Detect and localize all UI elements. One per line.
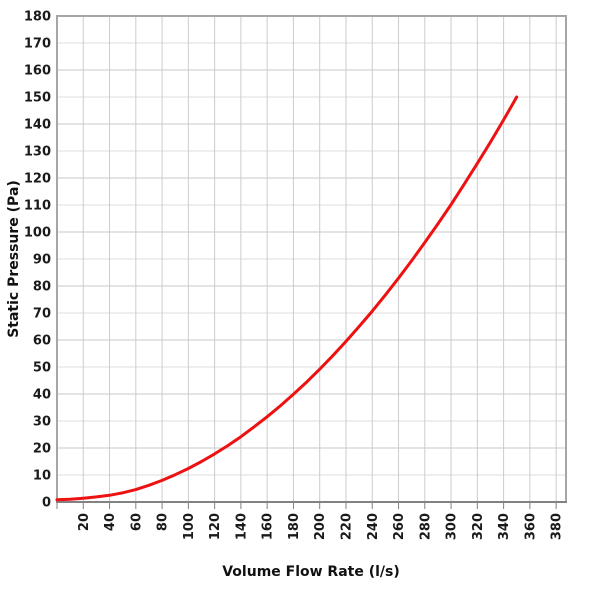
x-tick-label: 20 bbox=[77, 513, 92, 531]
x-tick-label: 160 bbox=[261, 513, 276, 540]
y-tick-label: 120 bbox=[24, 172, 51, 187]
y-tick-label: 50 bbox=[33, 361, 51, 376]
x-tick-label: 320 bbox=[471, 513, 486, 540]
y-tick-label: 10 bbox=[33, 469, 51, 484]
y-tick-label: 80 bbox=[33, 280, 51, 295]
y-tick-label: 90 bbox=[33, 253, 51, 268]
plot-frame bbox=[56, 15, 567, 503]
x-tick-label: 360 bbox=[523, 513, 538, 540]
y-tick-label: 40 bbox=[33, 388, 51, 403]
gridlines bbox=[57, 16, 566, 502]
y-tick-label: 30 bbox=[33, 415, 51, 430]
y-tick-label: 180 bbox=[24, 10, 51, 25]
x-tick-label: 60 bbox=[129, 513, 144, 531]
x-axis-title: Volume Flow Rate (l/s) bbox=[222, 564, 400, 580]
x-tick-label: 340 bbox=[497, 513, 512, 540]
axis-ticks bbox=[56, 503, 557, 509]
x-tick-label: 280 bbox=[418, 513, 433, 540]
y-tick-label: 100 bbox=[24, 226, 51, 241]
y-tick-label: 140 bbox=[24, 118, 51, 133]
y-tick-label: 110 bbox=[24, 199, 51, 214]
y-tick-label: 20 bbox=[33, 442, 51, 457]
x-tick-label: 260 bbox=[392, 513, 407, 540]
x-tick-label: 180 bbox=[287, 513, 302, 540]
y-axis-title: Static Pressure (Pa) bbox=[6, 180, 22, 338]
fan-curve-line bbox=[55, 95, 519, 502]
series bbox=[55, 95, 519, 502]
x-tick-label: 100 bbox=[182, 513, 197, 540]
y-tick-label: 130 bbox=[24, 145, 51, 160]
x-tick-label: 240 bbox=[366, 513, 381, 540]
y-tick-label: 0 bbox=[42, 496, 51, 511]
x-tick-label: 40 bbox=[103, 513, 118, 531]
x-tick-label: 380 bbox=[550, 513, 565, 540]
x-tick-label: 300 bbox=[445, 513, 460, 540]
x-tick-label: 120 bbox=[208, 513, 223, 540]
x-tick-label: 220 bbox=[339, 513, 354, 540]
y-tick-label: 170 bbox=[24, 37, 51, 52]
x-tick-label: 80 bbox=[156, 513, 171, 531]
x-tick-label: 140 bbox=[234, 513, 249, 540]
x-tick-label: 200 bbox=[313, 513, 328, 540]
y-tick-label: 60 bbox=[33, 334, 51, 349]
axis-tick-labels: 20 40 60 80 100 120 140 160 180 200 220 240 260 280 30… bbox=[24, 10, 565, 541]
y-tick-label: 70 bbox=[33, 307, 51, 322]
y-tick-label: 160 bbox=[24, 64, 51, 79]
y-tick-label: 150 bbox=[24, 91, 51, 106]
